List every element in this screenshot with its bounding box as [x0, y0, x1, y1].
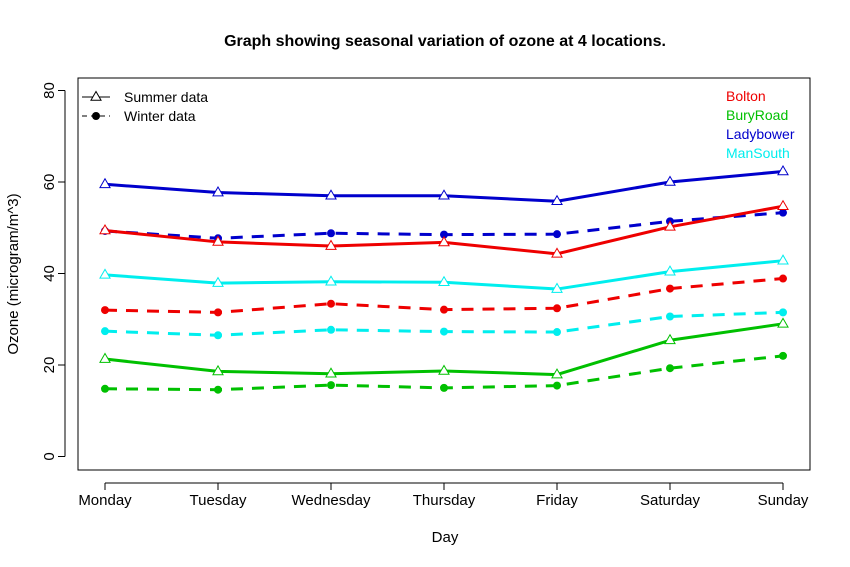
y-tick-label: 80 — [41, 82, 58, 99]
legend-entry-winter-data: Winter data — [82, 108, 196, 124]
location-label-mansouth: ManSouth — [726, 145, 790, 161]
data-point-circle — [214, 331, 222, 340]
plot-frame — [77, 77, 811, 471]
data-point-circle — [440, 327, 448, 336]
series-mansouth-summer — [99, 254, 789, 293]
data-point-circle — [666, 284, 674, 293]
data-point-triangle — [212, 276, 224, 287]
data-point-circle — [327, 229, 335, 238]
data-point-triangle — [551, 247, 563, 258]
data-point-triangle — [664, 175, 676, 186]
data-point-circle — [779, 208, 787, 217]
data-point-triangle — [438, 364, 450, 375]
data-point-triangle — [551, 282, 563, 293]
y-tick-label: 40 — [41, 265, 58, 282]
data-point-circle — [666, 312, 674, 321]
x-tick-label: Tuesday — [190, 492, 247, 509]
data-point-circle — [440, 383, 448, 392]
series-layer — [99, 164, 789, 394]
series-buryroad-summer — [99, 317, 789, 379]
data-point-triangle — [438, 235, 450, 247]
series-buryroad-winter — [101, 351, 787, 394]
data-point-circle — [553, 304, 561, 313]
data-point-triangle — [438, 275, 450, 286]
y-axis-label: Ozone (microgram/m^3) — [5, 193, 22, 354]
data-point-triangle — [777, 199, 789, 211]
data-point-triangle — [551, 368, 563, 379]
data-point-circle — [327, 325, 335, 334]
location-label-buryroad: BuryRoad — [726, 107, 788, 123]
x-tick-label: Sunday — [758, 492, 809, 509]
data-point-triangle — [664, 220, 676, 231]
data-point-triangle — [99, 177, 111, 189]
data-point-circle — [327, 299, 335, 308]
data-point-circle — [779, 274, 787, 283]
series-bolton-summer — [99, 199, 789, 258]
series-ladybower-summer — [99, 164, 789, 206]
data-point-circle — [440, 305, 448, 314]
x-tick-label: Saturday — [640, 492, 701, 509]
y-axis: 0 20 40 60 80 — [41, 82, 66, 461]
data-point-circle — [214, 308, 222, 317]
data-point-circle — [553, 328, 561, 337]
data-point-circle — [553, 381, 561, 390]
data-point-circle — [440, 230, 448, 239]
data-point-triangle — [325, 189, 337, 200]
data-point-triangle — [99, 268, 111, 279]
location-legend: Bolton BuryRoad Ladybower ManSouth — [726, 88, 795, 161]
data-point-circle — [327, 381, 335, 390]
data-point-circle — [779, 308, 787, 317]
season-legend: Summer data Winter data — [82, 89, 208, 124]
legend-marker — [92, 112, 100, 120]
data-point-triangle — [212, 235, 224, 246]
location-label-ladybower: Ladybower — [726, 126, 795, 142]
data-point-circle — [101, 384, 109, 393]
data-point-circle — [553, 230, 561, 239]
data-point-triangle — [325, 275, 337, 286]
data-point-triangle — [438, 189, 450, 200]
series-mansouth-winter — [101, 308, 787, 340]
data-point-triangle — [664, 265, 676, 276]
data-point-triangle — [99, 352, 111, 363]
data-point-circle — [666, 364, 674, 373]
data-point-triangle — [99, 223, 111, 235]
legend-entry-summer-data: Summer data — [82, 89, 208, 105]
x-tick-label: Wednesday — [292, 492, 371, 509]
data-point-circle — [779, 351, 787, 360]
data-point-circle — [101, 327, 109, 336]
data-point-circle — [101, 306, 109, 315]
data-point-triangle — [212, 186, 224, 197]
series-line — [104, 204, 784, 256]
x-axis: Monday Tuesday Wednesday Thursday Friday Satu… — [78, 482, 809, 509]
chart-title: Graph showing seasonal variation of ozon… — [224, 33, 666, 50]
data-point-triangle — [325, 239, 337, 250]
data-point-triangle — [551, 194, 563, 206]
y-tick-label: 20 — [41, 357, 58, 374]
data-point-triangle — [325, 367, 337, 378]
legend-marker — [90, 90, 102, 101]
x-tick-label: Friday — [536, 492, 578, 509]
legend-label: Winter data — [124, 108, 196, 124]
y-tick-label: 60 — [41, 174, 58, 191]
location-label-bolton: Bolton — [726, 88, 766, 104]
x-tick-label: Monday — [78, 492, 132, 509]
data-point-triangle — [212, 364, 224, 376]
data-point-triangle — [777, 164, 789, 176]
y-tick-label: 0 — [41, 452, 58, 460]
x-tick-label: Thursday — [413, 492, 476, 509]
data-point-triangle — [664, 333, 676, 345]
x-axis-label: Day — [432, 529, 459, 546]
series-bolton-winter — [101, 274, 787, 317]
data-point-triangle — [777, 317, 789, 328]
data-point-triangle — [777, 254, 789, 265]
data-point-circle — [214, 385, 222, 394]
legend-label: Summer data — [124, 89, 208, 105]
